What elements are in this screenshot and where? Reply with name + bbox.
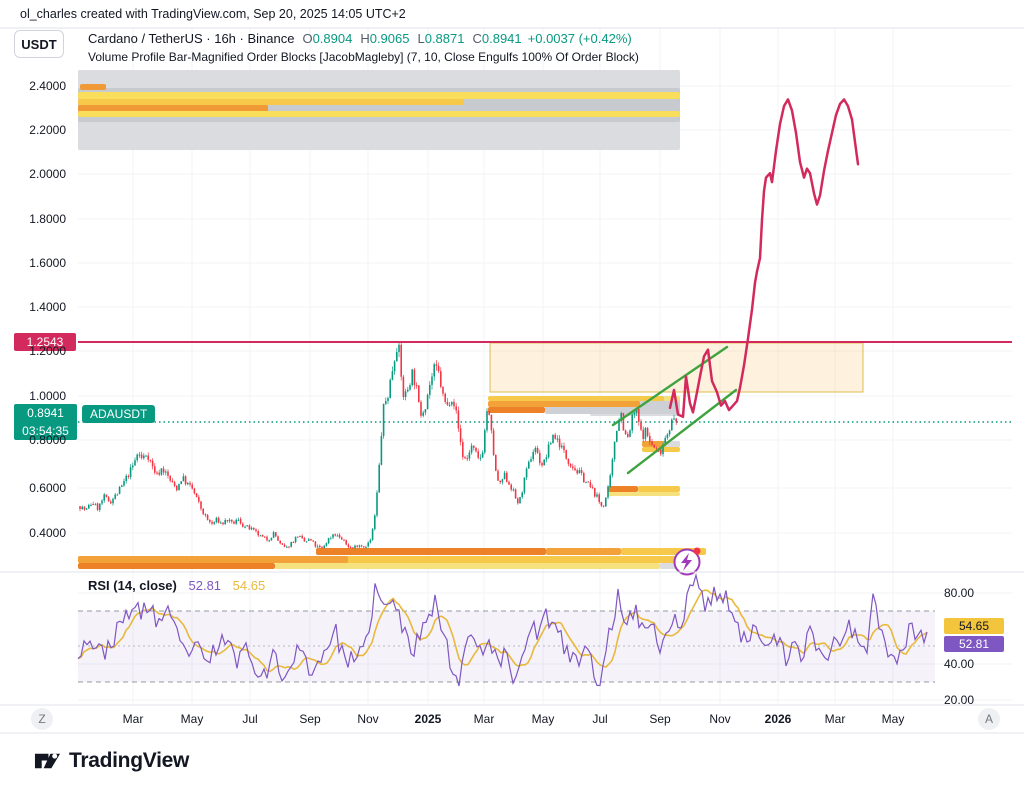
time-tick-label: Sep: [649, 712, 671, 726]
price-tick-label: 0.8000: [29, 433, 66, 447]
volume-profile-bar: [78, 556, 348, 563]
symbol-price-tag[interactable]: ADAUSDT: [82, 405, 156, 423]
price-tick-label: 0.6000: [29, 481, 66, 495]
volume-profile-bar: [78, 99, 464, 105]
trend-channel-line[interactable]: [626, 388, 738, 475]
low-value: 0.8871: [424, 31, 465, 46]
rsi-band: [78, 611, 935, 682]
lightning-bolt-glyph: [681, 553, 692, 571]
volume-profile-bar: [488, 407, 545, 413]
close-label: C: [472, 31, 482, 46]
price-tick-label: 1.8000: [29, 212, 66, 226]
rsi-ma-line: [77, 589, 928, 673]
volume-profile-bar: [608, 486, 638, 492]
price-tick-label: 2.2000: [29, 123, 66, 137]
price-tick-label: 2.4000: [29, 79, 66, 93]
price-tick-label: 1.2000: [29, 344, 66, 358]
rsi-title: RSI (14, close): [88, 578, 177, 593]
volume-profile-bar: [546, 548, 621, 555]
alert-price-badge[interactable]: 1.2543: [14, 333, 76, 351]
volume-profile-bar: [78, 92, 680, 99]
volume-profile-bar: [78, 105, 268, 112]
trend-channel-line[interactable]: [611, 345, 729, 427]
price-tick-label: 1.4000: [29, 300, 66, 314]
current-price-badge[interactable]: 0.8941 03:54:35: [14, 404, 77, 440]
price-tick-label: 2.0000: [29, 167, 66, 181]
indicator-legend[interactable]: Volume Profile Bar-Magnified Order Block…: [88, 50, 639, 64]
rsi-tick-label: 80.00: [944, 586, 975, 600]
open-value: 0.8904: [312, 31, 353, 46]
time-tick-label: May: [881, 712, 905, 726]
price-tick-label: 0.4000: [29, 526, 66, 540]
order-block-zone[interactable]: [489, 342, 864, 393]
currency-toggle-button[interactable]: USDT: [14, 30, 64, 58]
change-value: +0.0037 (+0.42%): [527, 31, 632, 46]
price-tick-label: 1.6000: [29, 256, 66, 270]
rsi-line: [77, 572, 928, 687]
time-tick-label: Nov: [709, 712, 731, 726]
rsi-value-badge[interactable]: 54.65: [944, 618, 1004, 634]
volume-profile-bar: [608, 492, 680, 496]
time-tick-label: Nov: [357, 712, 379, 726]
volume-profile-bar: [316, 548, 546, 555]
watermark-attribution: ol_charles created with TradingView.com,…: [20, 7, 406, 21]
zoom-out-button[interactable]: Z: [31, 708, 53, 730]
rsi-value-badge[interactable]: 52.81: [944, 636, 1004, 652]
rsi-ma-value: 54.65: [232, 578, 266, 593]
time-tick-label: 2026: [764, 712, 792, 726]
bar-countdown: 03:54:35: [22, 424, 69, 438]
price-projection-line[interactable]: [668, 98, 860, 419]
tradingview-logo[interactable]: TradingView: [34, 747, 189, 774]
low-label: L: [417, 31, 425, 46]
volume-profile-bar: [488, 401, 640, 407]
time-tick-label: Sep: [299, 712, 321, 726]
time-tick-label: Jul: [242, 712, 258, 726]
rsi-tick-label: 40.00: [944, 657, 975, 671]
current-price-value: 0.8941: [27, 406, 64, 420]
close-value: 0.8941: [481, 31, 522, 46]
time-tick-label: Mar: [122, 712, 144, 726]
price-tick-label: 1.0000: [29, 389, 66, 403]
rsi-legend[interactable]: RSI (14, close) 52.81 54.65: [88, 578, 265, 593]
time-tick-label: Mar: [473, 712, 495, 726]
symbol-title: Cardano / TetherUS · 16h · Binance: [88, 31, 295, 46]
alert-notification-dot: [693, 547, 701, 555]
time-tick-label: May: [180, 712, 204, 726]
volume-profile-bar: [78, 111, 680, 117]
tradingview-logo-icon: [34, 753, 61, 769]
time-tick-label: Jul: [592, 712, 608, 726]
symbol-legend[interactable]: Cardano / TetherUS · 16h · Binance O0.890…: [88, 31, 632, 46]
high-label: H: [360, 31, 370, 46]
volume-profile-bar: [78, 563, 275, 569]
volume-profile-bar: [275, 563, 660, 569]
auto-scale-button[interactable]: A: [978, 708, 1000, 730]
rsi-value: 52.81: [188, 578, 222, 593]
time-tick-label: 2025: [414, 712, 442, 726]
high-value: 0.9065: [369, 31, 410, 46]
open-label: O: [302, 31, 313, 46]
time-tick-label: Mar: [824, 712, 846, 726]
time-tick-label: May: [531, 712, 555, 726]
volume-profile-bar: [80, 84, 106, 90]
volume-profile-bar: [638, 486, 680, 492]
rsi-tick-label: 20.00: [944, 693, 975, 707]
volume-profile-bar: [488, 396, 664, 401]
tradingview-logo-text: TradingView: [69, 748, 190, 772]
